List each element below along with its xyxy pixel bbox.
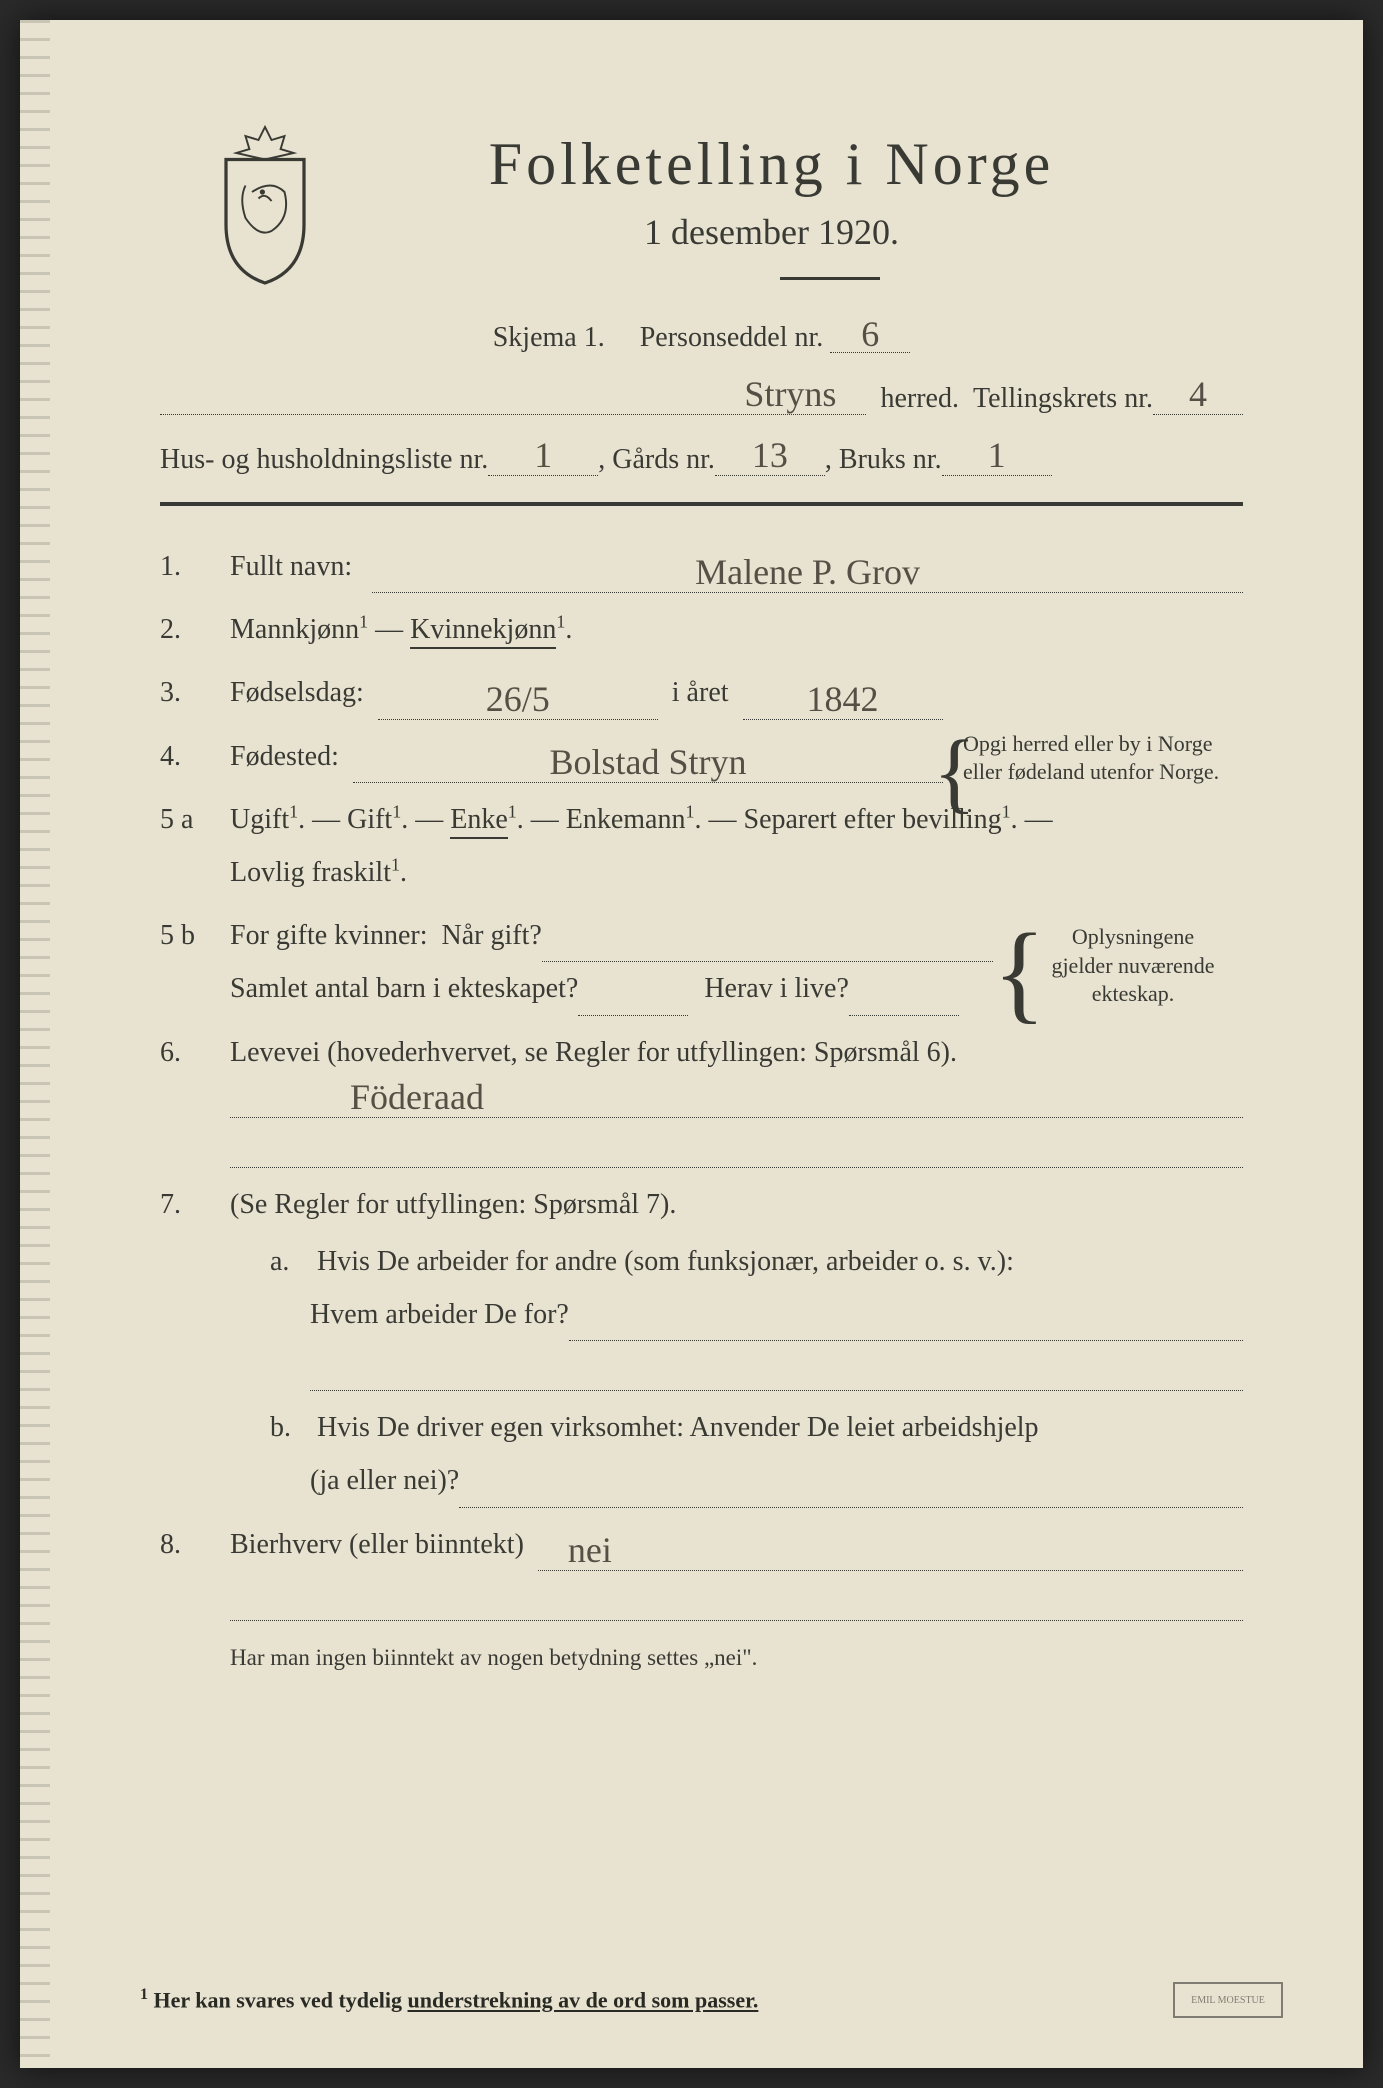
meta-line-2: Stryns herred. Tellingskrets nr. 4	[160, 376, 1243, 415]
bruks-nr: 1	[942, 437, 1052, 476]
q7b-fill	[459, 1474, 1243, 1508]
q3-day: 26/5	[378, 681, 658, 720]
gards-nr: 13	[715, 437, 825, 476]
q3-year: 1842	[743, 681, 943, 720]
meta-line-1: Skjema 1. Personseddel nr. 6	[160, 316, 1243, 354]
q7a-text2: Hvem arbeider De for?	[310, 1288, 569, 1341]
q4-note1: Opgi herred eller by i Norge	[963, 730, 1243, 759]
gards-label: , Gårds nr.	[598, 444, 715, 476]
q1-label: Fullt navn:	[230, 540, 352, 593]
q7a-blank	[310, 1351, 1243, 1391]
hush-label: Hus- og husholdningsliste nr.	[160, 444, 488, 476]
q1-num: 1.	[160, 540, 230, 593]
q8-row: 8. Bierhverv (eller biinntekt) nei	[160, 1518, 1243, 1571]
q5b-note3: ekteskap.	[1023, 980, 1243, 1009]
q7b-text1: Hvis De driver egen virksomhet: Anvender…	[317, 1412, 1039, 1443]
meta-line-3: Hus- og husholdningsliste nr. 1 , Gårds …	[160, 437, 1243, 476]
q5a-row: 5 a Ugift1. — Gift1. — Enke1. — Enkemann…	[160, 793, 1243, 899]
q3-row: 3. Fødselsdag: 26/5 i året 1842	[160, 666, 1243, 719]
q8-value: nei	[538, 1532, 1243, 1571]
q2-mann: Mannkjønn	[230, 614, 359, 645]
q3-num: 3.	[160, 666, 230, 719]
q5b-num: 5 b	[160, 909, 230, 962]
q5b-fill2	[578, 982, 688, 1016]
q5b-note1: Oplysningene	[1023, 923, 1243, 952]
q6-num: 6.	[160, 1026, 230, 1079]
q5a-ugift: Ugift	[230, 804, 289, 835]
q7b-label: b.	[270, 1401, 310, 1454]
divider	[160, 502, 1243, 506]
hush-nr: 1	[488, 437, 598, 476]
q6-row: 6. Levevei (hovederhvervet, se Regler fo…	[160, 1026, 1243, 1118]
bottom-bar: 1 Her kan svares ved tydelig understrekn…	[140, 1982, 1283, 2018]
q5b-row: 5 b For gifte kvinner: Når gift? Samlet …	[160, 909, 1243, 1015]
q2-sup2: 1	[556, 612, 565, 632]
q4-num: 4.	[160, 730, 230, 783]
q3-mid: i året	[658, 666, 743, 719]
q4-label: Fødested:	[230, 730, 339, 783]
q5a-lovlig: Lovlig fraskilt	[230, 857, 391, 888]
q8-blank	[230, 1581, 1243, 1621]
q5a-enke: Enke	[450, 804, 508, 839]
left-perforation	[20, 20, 50, 2068]
q7a-label: a.	[270, 1235, 310, 1288]
q2-sup1: 1	[359, 612, 368, 632]
q7a-fill	[569, 1307, 1243, 1341]
q7-intro: (Se Regler for utfyllingen: Spørsmål 7).	[230, 1178, 1243, 1231]
cutoff-ul: understrekning av de ord som passer.	[408, 1988, 759, 2013]
brace-icon: {	[993, 901, 1046, 1044]
coat-of-arms-icon	[200, 120, 330, 290]
q6-label: Levevei (hovederhvervet, se Regler for u…	[230, 1026, 1243, 1079]
bruks-label: , Bruks nr.	[825, 444, 942, 476]
q2-kvinne: Kvinnekjønn	[410, 614, 556, 649]
q7a-row: a. Hvis De arbeider for andre (som funks…	[160, 1235, 1243, 1341]
title-rule	[780, 277, 880, 280]
q7-row: 7. (Se Regler for utfyllingen: Spørsmål …	[160, 1178, 1243, 1231]
q5a-separert: Separert efter bevilling	[744, 804, 1002, 835]
q4-note2: eller fødeland utenfor Norge.	[963, 758, 1243, 787]
census-form-page: Folketelling i Norge 1 desember 1920. Sk…	[20, 20, 1363, 2068]
q5a-gift: Gift	[347, 804, 392, 835]
q5b-fill1	[542, 928, 993, 962]
herred-label: herred.	[866, 383, 973, 415]
q4-note: { Opgi herred eller by i Norge eller fød…	[963, 730, 1243, 787]
personseddel-label: Personseddel nr.	[640, 322, 824, 353]
q1-row: 1. Fullt navn: Malene P. Grov	[160, 540, 1243, 593]
q5b-fill3	[849, 982, 959, 1016]
q5a-enkemann: Enkemann	[566, 804, 686, 835]
herred-value: Stryns	[160, 376, 866, 415]
q5b-label2: Samlet antal barn i ekteskapet?	[230, 962, 578, 1015]
footnote-1: 1 Her kan svares ved tydelig understrekn…	[140, 1986, 758, 2013]
q8-num: 8.	[160, 1518, 230, 1571]
title: Folketelling i Norge	[300, 130, 1243, 199]
q5b-label3: Herav i live?	[688, 962, 849, 1015]
header: Folketelling i Norge 1 desember 1920.	[160, 130, 1243, 280]
q3-label: Fødselsdag:	[230, 666, 364, 719]
q6-blank	[230, 1128, 1243, 1168]
tellingskrets-label: Tellingskrets nr.	[973, 383, 1153, 415]
q5b-label1: For gifte kvinner: Når gift?	[230, 909, 542, 962]
q5b-note2: gjelder nuværende	[1023, 952, 1243, 981]
q7b-text2: (ja eller nei)?	[310, 1454, 459, 1507]
q7b-row: b. Hvis De driver egen virksomhet: Anven…	[160, 1401, 1243, 1507]
cutoff-pre: Her kan svares ved tydelig	[154, 1988, 408, 2013]
q2-row: 2. Mannkjønn1 — Kvinnekjønn1.	[160, 603, 1243, 656]
q1-value: Malene P. Grov	[372, 554, 1243, 593]
q7a-text1: Hvis De arbeider for andre (som funksjon…	[317, 1246, 1014, 1277]
q8-label: Bierhverv (eller biinntekt)	[230, 1518, 524, 1571]
q4-value: Bolstad Stryn	[353, 744, 943, 783]
q2-num: 2.	[160, 603, 230, 656]
footer-note: Har man ingen biinntekt av nogen betydni…	[230, 1645, 1243, 1671]
personseddel-nr: 6	[830, 316, 910, 353]
q4-row: 4. Fødested: Bolstad Stryn { Opgi herred…	[160, 730, 1243, 783]
printer-stamp-icon: EMIL MOESTUE	[1173, 1982, 1283, 2018]
tellingskrets-nr: 4	[1153, 376, 1243, 415]
q6-value: Föderaad	[230, 1079, 1243, 1118]
subtitle: 1 desember 1920.	[300, 211, 1243, 253]
q5a-num: 5 a	[160, 793, 230, 846]
skjema-label: Skjema 1.	[493, 322, 605, 353]
q5b-note: { Oplysningene gjelder nuværende ekteska…	[1023, 923, 1243, 1009]
q7-num: 7.	[160, 1178, 230, 1231]
